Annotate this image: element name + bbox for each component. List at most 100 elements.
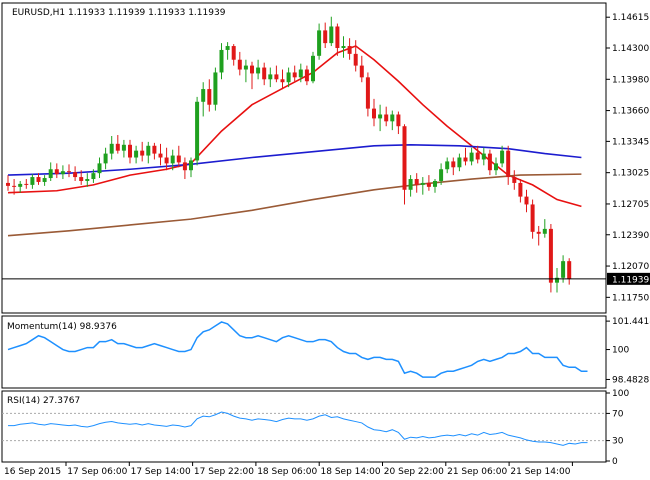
- price-tick-label: 1.12390: [612, 231, 649, 241]
- candle-body: [164, 157, 169, 164]
- candle: [433, 179, 437, 193]
- candle-body: [439, 169, 444, 181]
- candle-body: [182, 162, 187, 171]
- moving-average-line: [7, 45, 582, 208]
- candle: [463, 147, 468, 166]
- candle: [414, 173, 419, 193]
- candle: [378, 104, 383, 132]
- candle-body: [372, 108, 376, 119]
- candle: [256, 59, 261, 80]
- candle-body: [414, 179, 419, 185]
- candle-body: [530, 204, 535, 232]
- candle: [384, 106, 389, 127]
- candle-body: [115, 143, 120, 151]
- candle: [225, 42, 230, 60]
- candle: [408, 175, 413, 197]
- candle: [542, 219, 547, 238]
- candle-body: [536, 231, 541, 234]
- candle: [518, 179, 523, 203]
- candle: [109, 136, 114, 160]
- candle-body: [561, 261, 566, 278]
- candle-body: [475, 152, 480, 160]
- candle: [30, 174, 35, 189]
- candle: [201, 82, 206, 117]
- candle: [36, 173, 41, 185]
- candle: [365, 72, 370, 117]
- time-tick-label: 17 Sep 06:00: [67, 467, 127, 477]
- candle: [176, 145, 181, 168]
- candle: [60, 165, 65, 180]
- candle: [134, 145, 139, 164]
- candle: [140, 141, 145, 162]
- candle: [274, 65, 279, 83]
- candle: [426, 175, 431, 191]
- candle-body: [67, 171, 71, 173]
- candle-body: [311, 55, 315, 82]
- momentum-tick-label: 100: [612, 346, 629, 356]
- candle-body: [73, 172, 78, 178]
- candle-body: [500, 150, 505, 164]
- time-tick-label: 20 Sep 22:00: [384, 467, 444, 477]
- candle: [97, 157, 102, 179]
- candle: [18, 180, 23, 193]
- candle-body: [24, 183, 29, 185]
- price-panel[interactable]: EURUSD,H1 1.11933 1.11939 1.11933 1.1193…: [1, 2, 607, 314]
- candle: [548, 224, 553, 293]
- current-price-box: [607, 272, 650, 285]
- time-tick-label: 17 Sep 22:00: [194, 467, 254, 477]
- candle-body: [341, 46, 346, 48]
- candle-body: [201, 89, 206, 102]
- candle-body: [158, 153, 163, 158]
- candle: [402, 124, 407, 205]
- candle-body: [390, 114, 395, 122]
- candle-body: [176, 155, 181, 163]
- candle-body: [292, 72, 297, 78]
- candle-body: [451, 161, 456, 168]
- candle-body: [12, 185, 17, 187]
- price-tick-label: 1.13025: [612, 169, 649, 179]
- candle: [286, 67, 291, 88]
- candle: [85, 173, 90, 187]
- momentum-panel[interactable]: Momentum(14) 98.9376: [1, 315, 607, 389]
- moving-averages: [7, 45, 582, 237]
- candle-body: [487, 153, 492, 171]
- candle: [469, 147, 474, 166]
- candle-body: [134, 150, 139, 158]
- candle-body: [365, 77, 370, 109]
- candle-body: [426, 182, 431, 187]
- candle-body: [402, 126, 407, 190]
- candle: [451, 157, 456, 176]
- candle: [512, 170, 517, 190]
- candle-body: [36, 177, 41, 182]
- candle-body: [359, 65, 364, 78]
- candle: [12, 179, 17, 195]
- momentum-panel-frame: [1, 315, 607, 389]
- candle-body: [30, 177, 35, 185]
- candle-body: [555, 277, 559, 283]
- rsi-axis: 100 70 30 0: [606, 389, 629, 467]
- candle-body: [48, 169, 53, 179]
- rsi-label: RSI(14) 27.3767: [7, 396, 80, 406]
- candle-body: [335, 26, 340, 48]
- time-tick-label: 18 Sep 06:00: [257, 467, 317, 477]
- rsi-panel[interactable]: RSI(14) 27.3767: [1, 390, 607, 463]
- candle: [79, 170, 84, 185]
- candle-body: [256, 67, 261, 74]
- candle: [298, 63, 303, 83]
- candle: [54, 163, 59, 179]
- candle: [213, 67, 218, 111]
- candle: [396, 111, 401, 135]
- candle: [567, 258, 572, 285]
- candle-body: [85, 179, 90, 181]
- candle: [439, 163, 444, 185]
- candle-body: [109, 143, 114, 154]
- candle-body: [213, 72, 218, 105]
- candle-body: [6, 182, 10, 186]
- candle-body: [469, 152, 474, 162]
- candle: [390, 110, 395, 131]
- candle: [146, 141, 151, 164]
- candle-body: [42, 178, 47, 182]
- candle-body: [146, 145, 151, 156]
- rsi-tick-label: 30: [612, 437, 624, 447]
- candle: [128, 139, 132, 164]
